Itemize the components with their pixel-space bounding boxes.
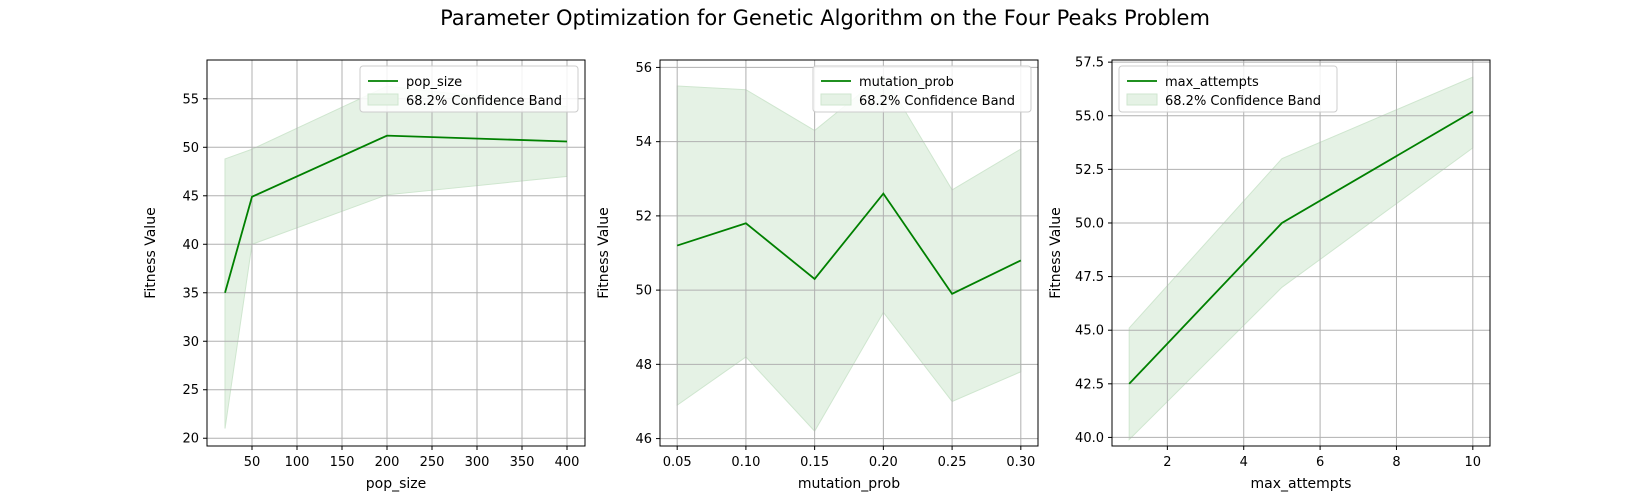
x-tick-label: 350	[510, 455, 535, 470]
y-tick-label: 50	[182, 141, 199, 156]
y-tick-label: 55.0	[1075, 109, 1104, 124]
x-axis-label: mutation_prob	[798, 476, 900, 492]
x-tick-label: 200	[375, 455, 400, 470]
legend-box	[359, 65, 579, 113]
x-tick-label: 10	[1465, 455, 1482, 470]
y-tick-label: 50.0	[1075, 216, 1104, 231]
confidence-band	[224, 85, 568, 429]
x-tick-label: 0.25	[938, 455, 967, 470]
grid	[660, 60, 1038, 446]
y-tick-label: 54	[635, 135, 652, 150]
legend-box	[812, 65, 1032, 113]
legend-band-swatch	[1126, 93, 1158, 106]
x-tick-label: 0.05	[663, 455, 692, 470]
series-line	[224, 134, 568, 294]
y-axis-label: Fitness Value	[1048, 207, 1064, 298]
y-axis-label: Fitness Value	[596, 207, 612, 298]
x-tick-label: 0.20	[869, 455, 898, 470]
x-axis-label: max_attempts	[1251, 476, 1352, 492]
x-tick-label: 400	[555, 455, 580, 470]
y-tick-label: 45	[182, 189, 199, 204]
axes-frame	[659, 59, 1039, 447]
y-tick-label: 45.0	[1075, 324, 1104, 339]
x-tick-label: 6	[1316, 455, 1324, 470]
legend-band-label: 68.2% Confidence Band	[406, 94, 562, 109]
y-tick-label: 55	[182, 92, 199, 107]
subplot-3: 2 4 6 8 10 40.0 42.5 45.0 47.5 50.0 52.5 55.0 57.5 ma…	[1048, 56, 1491, 492]
legend-band-swatch	[367, 93, 399, 106]
confidence-band	[1128, 76, 1474, 441]
confidence-band	[676, 74, 1022, 432]
x-tick-label: 4	[1240, 455, 1248, 470]
axes-frame	[1111, 59, 1491, 447]
y-tick-label: 35	[182, 286, 199, 301]
y-tick-label: 47.5	[1075, 270, 1104, 285]
y-tick-label: 46	[635, 432, 652, 447]
x-tick-label: 2	[1163, 455, 1171, 470]
grid	[207, 60, 585, 446]
y-tick-label: 40	[182, 238, 199, 253]
y-tick-label: 20	[182, 432, 199, 447]
x-tick-label: 0.15	[800, 455, 829, 470]
legend-series-label: pop_size	[406, 75, 462, 90]
legend: max_attempts 68.2% Confidence Band	[1118, 65, 1338, 113]
x-tick-label: 0.30	[1006, 455, 1035, 470]
y-tick-label: 42.5	[1075, 377, 1104, 392]
y-tick-label: 40.0	[1075, 431, 1104, 446]
legend-band-swatch	[820, 93, 852, 106]
x-tick-label: 150	[330, 455, 355, 470]
x-tick-label: 50	[244, 455, 261, 470]
y-tick-label: 50	[635, 284, 652, 299]
legend-series-label: max_attempts	[1165, 75, 1259, 90]
legend: mutation_prob 68.2% Confidence Band	[812, 65, 1032, 113]
y-axis-label: Fitness Value	[143, 207, 159, 298]
y-tick-label: 57.5	[1075, 56, 1104, 71]
y-tick-label: 48	[635, 358, 652, 373]
x-axis-label: pop_size	[366, 476, 426, 492]
subplot-1: 50 100 150 200 250 300 350 400 20 25 30 35 40 45 50 55 p…	[143, 59, 586, 492]
x-tick-label: 100	[285, 455, 310, 470]
y-tick-label: 56	[635, 61, 652, 76]
x-tick-label: 8	[1392, 455, 1400, 470]
y-tick-label: 25	[182, 383, 199, 398]
series-line	[1128, 110, 1474, 385]
legend-band-label: 68.2% Confidence Band	[859, 94, 1015, 109]
x-tick-label: 250	[420, 455, 445, 470]
legend-series-label: mutation_prob	[859, 75, 954, 90]
x-tick-label: 300	[465, 455, 490, 470]
y-tick-label: 52.5	[1075, 163, 1104, 178]
legend-box	[1118, 65, 1338, 113]
legend: pop_size 68.2% Confidence Band	[359, 65, 579, 113]
axes-frame	[206, 59, 586, 447]
figure-title: Parameter Optimization for Genetic Algor…	[440, 6, 1210, 30]
y-tick-label: 52	[635, 209, 652, 224]
x-tick-label: 0.10	[731, 455, 760, 470]
legend-band-label: 68.2% Confidence Band	[1165, 94, 1321, 109]
y-tick-label: 30	[182, 335, 199, 350]
subplot-2: 0.05 0.10 0.15 0.20 0.25 0.30 46 48 50 52 54 56 muta…	[596, 59, 1039, 492]
grid	[1112, 60, 1490, 446]
series-line	[676, 192, 1022, 295]
